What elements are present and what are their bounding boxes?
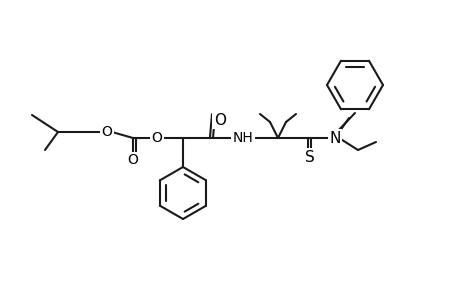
Text: O: O bbox=[213, 112, 225, 128]
Text: S: S bbox=[304, 149, 313, 164]
Text: O: O bbox=[101, 125, 112, 139]
Text: O: O bbox=[151, 131, 162, 145]
Text: NH: NH bbox=[232, 131, 253, 145]
Text: N: N bbox=[329, 130, 340, 146]
Text: O: O bbox=[127, 153, 138, 167]
